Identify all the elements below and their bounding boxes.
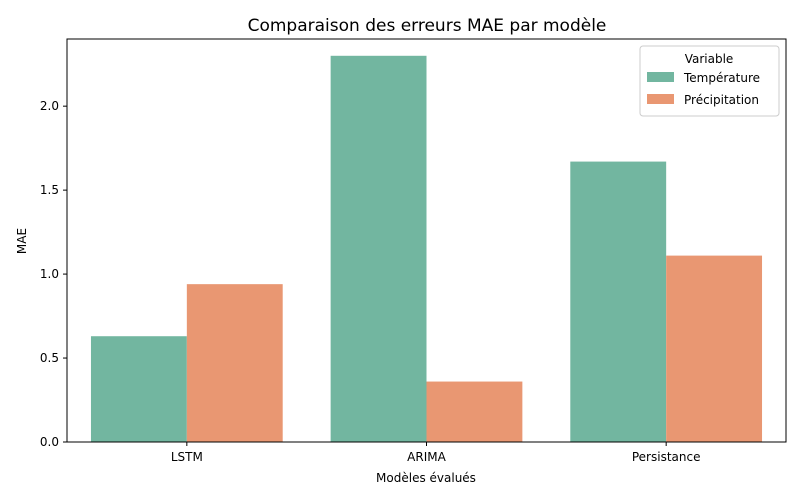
legend-entry-label: Précipitation [684, 93, 759, 107]
bar-persistance-series-1 [570, 161, 667, 442]
chart-title: Comparaison des erreurs MAE par modèle [248, 16, 607, 36]
bar-arima-series-2 [426, 381, 523, 442]
legend-swatch [647, 72, 674, 82]
bar-lstm-series-1 [90, 336, 187, 442]
y-axis: 0.0 0.5 1.0 1.5 2.0 [40, 99, 67, 449]
bars-group [90, 55, 763, 443]
x-axis-label: Modèles évalués [376, 471, 476, 485]
x-tick-label: LSTM [171, 450, 203, 464]
y-tick-label: 0.0 [40, 435, 59, 449]
bar-arima-series-1 [330, 55, 427, 443]
x-axis: LSTM ARIMA Persistance [171, 442, 701, 464]
y-tick-label: 1.5 [40, 183, 59, 197]
legend-title: Variable [685, 52, 734, 66]
legend: Variable Température Précipitation [639, 45, 780, 117]
y-axis-label: MAE [15, 228, 29, 254]
x-tick-label: ARIMA [407, 450, 446, 464]
x-tick-label: Persistance [632, 450, 701, 464]
bar-persistance-series-2 [666, 255, 763, 442]
legend-swatch [647, 94, 674, 104]
legend-entry-label: Température [683, 71, 760, 85]
y-tick-label: 2.0 [40, 99, 59, 113]
y-tick-label: 0.5 [40, 351, 59, 365]
bar-lstm-series-2 [186, 284, 283, 442]
legend-box [639, 45, 780, 117]
y-tick-label: 1.0 [40, 267, 59, 281]
